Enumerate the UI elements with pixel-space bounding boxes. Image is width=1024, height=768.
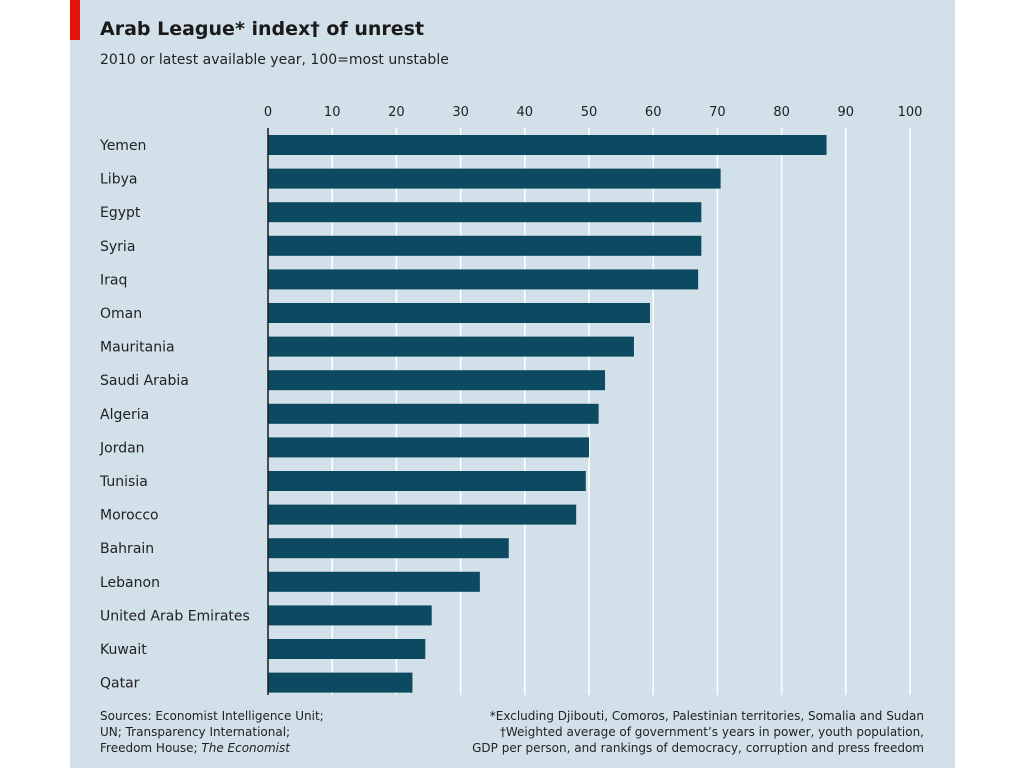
bar	[268, 336, 634, 357]
x-tick-label: 80	[773, 105, 790, 120]
bars	[268, 135, 827, 693]
chart-title: Arab League* index† of unrest	[100, 18, 425, 40]
category-label: Kuwait	[100, 642, 147, 658]
x-tick-label: 70	[709, 105, 726, 120]
bar	[268, 605, 432, 626]
x-tick-label: 50	[581, 105, 598, 120]
bar	[268, 403, 599, 424]
bar	[268, 504, 577, 525]
bar	[268, 202, 702, 223]
x-tick-label: 20	[388, 105, 405, 120]
bar	[268, 538, 509, 559]
bar	[268, 571, 480, 592]
category-label: Syria	[100, 239, 135, 255]
bar	[268, 437, 589, 458]
category-label: Egypt	[100, 205, 141, 221]
x-axis-ticks: 0 10 20 30 40 50 60 70 80 90 100	[264, 105, 923, 120]
category-label: Jordan	[99, 440, 145, 456]
sources-note: Sources: Economist Intelligence Unit; UN…	[100, 708, 324, 756]
sources-line: Sources: Economist Intelligence Unit;	[100, 709, 324, 723]
category-label: Iraq	[100, 272, 127, 288]
category-label: Qatar	[100, 676, 140, 692]
sources-publication: The Economist	[201, 741, 290, 755]
x-tick-label: 100	[898, 105, 923, 120]
bar	[268, 303, 650, 323]
bar	[268, 269, 699, 290]
category-label: Yemen	[99, 138, 146, 154]
bar	[268, 639, 426, 659]
sources-text: Freedom House;	[100, 741, 202, 755]
chart-subtitle: 2010 or latest available year, 100=most …	[100, 52, 449, 68]
sources-line: UN; Transparency International;	[100, 725, 291, 739]
category-label: Lebanon	[100, 575, 160, 591]
bar	[268, 370, 606, 391]
category-label: Libya	[100, 172, 137, 188]
category-label: Tunisia	[99, 474, 148, 490]
x-tick-label: 60	[645, 105, 662, 120]
x-tick-label: 10	[324, 105, 341, 120]
category-label: Bahrain	[100, 541, 154, 557]
x-tick-label: 40	[517, 105, 534, 120]
footnote-line: †Weighted average of government’s years …	[499, 725, 924, 739]
category-label: Oman	[100, 306, 142, 322]
footnote-line: *Excluding Djibouti, Comoros, Palestinia…	[489, 709, 924, 723]
bar	[268, 672, 413, 693]
category-label: Mauritania	[100, 340, 175, 356]
x-tick-label: 0	[264, 105, 272, 120]
bar	[268, 168, 721, 189]
sources-line: Freedom House; The Economist	[100, 740, 324, 756]
category-label: Saudi Arabia	[100, 373, 189, 389]
bar	[268, 135, 827, 155]
x-tick-label: 30	[452, 105, 469, 120]
footnote-line: GDP per person, and rankings of democrac…	[472, 741, 924, 755]
category-label: Algeria	[100, 407, 149, 423]
bar	[268, 471, 586, 491]
bar	[268, 235, 702, 256]
category-label: United Arab Emirates	[100, 608, 250, 624]
brand-accent-tag	[70, 0, 80, 40]
x-tick-label: 90	[838, 105, 855, 120]
footnotes: *Excluding Djibouti, Comoros, Palestinia…	[472, 708, 924, 756]
category-label: Morocco	[100, 508, 159, 524]
category-labels: Yemen Libya Egypt Syria Iraq Oman Mauritania Sa…	[99, 138, 250, 692]
